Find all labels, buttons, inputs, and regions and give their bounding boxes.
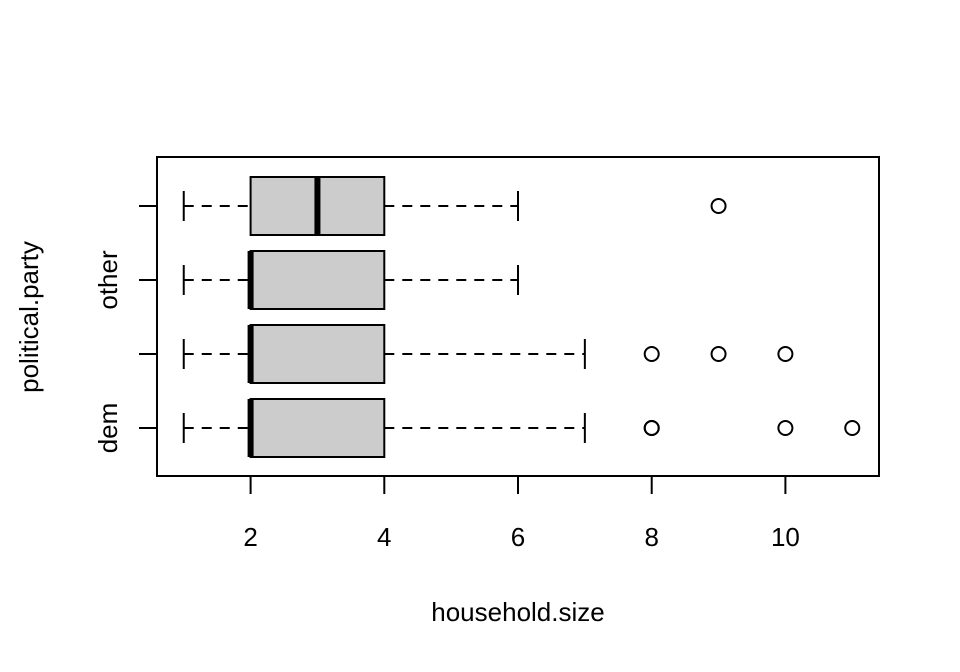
- box-group-3: [182, 176, 727, 236]
- outlier-point-1-0: [643, 346, 660, 362]
- x-axis: 2 4 6 8 10: [243, 475, 800, 552]
- outlier-point-0-1: [643, 420, 660, 436]
- box-group-1: [182, 324, 794, 384]
- x-tick-label-4: 10: [771, 522, 800, 552]
- iqr-box-1: [249, 324, 386, 384]
- outlier-point-0-2: [777, 420, 794, 436]
- y-tick-label-0: dem: [93, 403, 123, 454]
- x-axis-title: household.size: [431, 597, 604, 627]
- y-axis-title: political.party: [14, 241, 44, 393]
- outlier-point-1-2: [777, 346, 794, 362]
- outlier-point-1-1: [710, 346, 727, 362]
- y-axis: dem other: [93, 205, 157, 454]
- plot-layer: [182, 176, 861, 458]
- box-group-0: [182, 398, 861, 458]
- y-tick-label-2: other: [93, 250, 123, 310]
- outlier-point-3-0: [710, 198, 727, 214]
- x-tick-label-2: 6: [511, 522, 525, 552]
- box-group-2: [182, 250, 519, 310]
- outlier-point-0-3: [844, 420, 861, 436]
- iqr-box-0: [249, 398, 386, 458]
- x-tick-label-3: 8: [644, 522, 658, 552]
- iqr-box-2: [249, 250, 386, 310]
- x-tick-label-0: 2: [243, 522, 257, 552]
- x-tick-label-1: 4: [377, 522, 391, 552]
